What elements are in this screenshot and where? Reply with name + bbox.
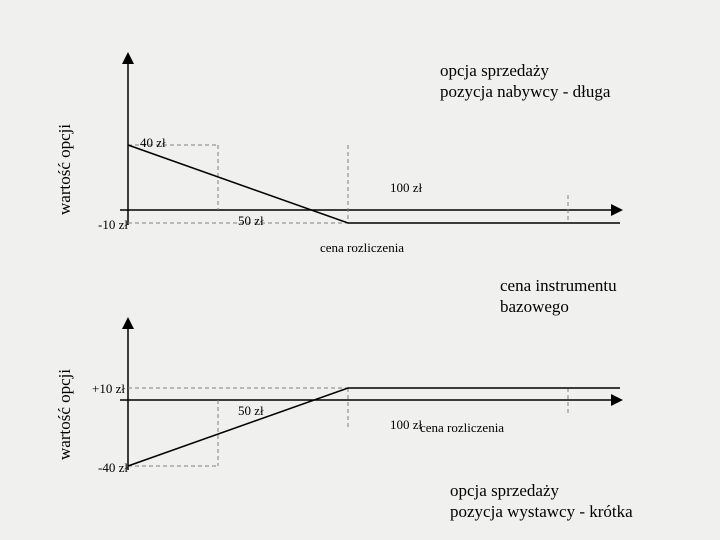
chart2-x-100: 100 zł <box>390 417 422 433</box>
chart2-tick-p10: +10 zł <box>92 381 125 397</box>
chart1-title: opcja sprzedaży pozycja nabywcy - długa <box>440 60 610 103</box>
chart1-title-line2: pozycja nabywcy - długa <box>440 82 610 101</box>
middle-label-line2: bazowego <box>500 297 569 316</box>
chart2-tick-m40: -40 zł <box>98 460 128 476</box>
chart2-x-50: 50 zł <box>238 403 264 419</box>
canvas <box>0 0 720 540</box>
stage: { "background_color": "#f0f0ee", "chart1… <box>0 0 720 540</box>
chart2-xlabel: cena rozliczenia <box>420 420 504 436</box>
chart1-x-50: 50 zł <box>238 213 264 229</box>
chart1-xlabel: cena rozliczenia <box>320 240 404 256</box>
chart2-title: opcja sprzedaży pozycja wystawcy - krótk… <box>450 480 633 523</box>
chart2-ylabel: wartość opcji <box>55 369 75 460</box>
chart2-title-line1: opcja sprzedaży <box>450 481 559 500</box>
chart1-ylabel: wartość opcji <box>55 124 75 215</box>
chart2-axes <box>120 320 620 470</box>
chart2-title-line2: pozycja wystawcy - krótka <box>450 502 633 521</box>
middle-label: cena instrumentu bazowego <box>500 275 617 318</box>
middle-label-line1: cena instrumentu <box>500 276 617 295</box>
chart1-tick-40: 40 zł <box>140 135 166 151</box>
chart1-guides <box>128 145 620 223</box>
chart1-tick-m10: -10 zł <box>98 217 128 233</box>
chart1-x-100: 100 zł <box>390 180 422 196</box>
chart1-payoff <box>128 145 620 223</box>
chart1-title-line1: opcja sprzedaży <box>440 61 549 80</box>
